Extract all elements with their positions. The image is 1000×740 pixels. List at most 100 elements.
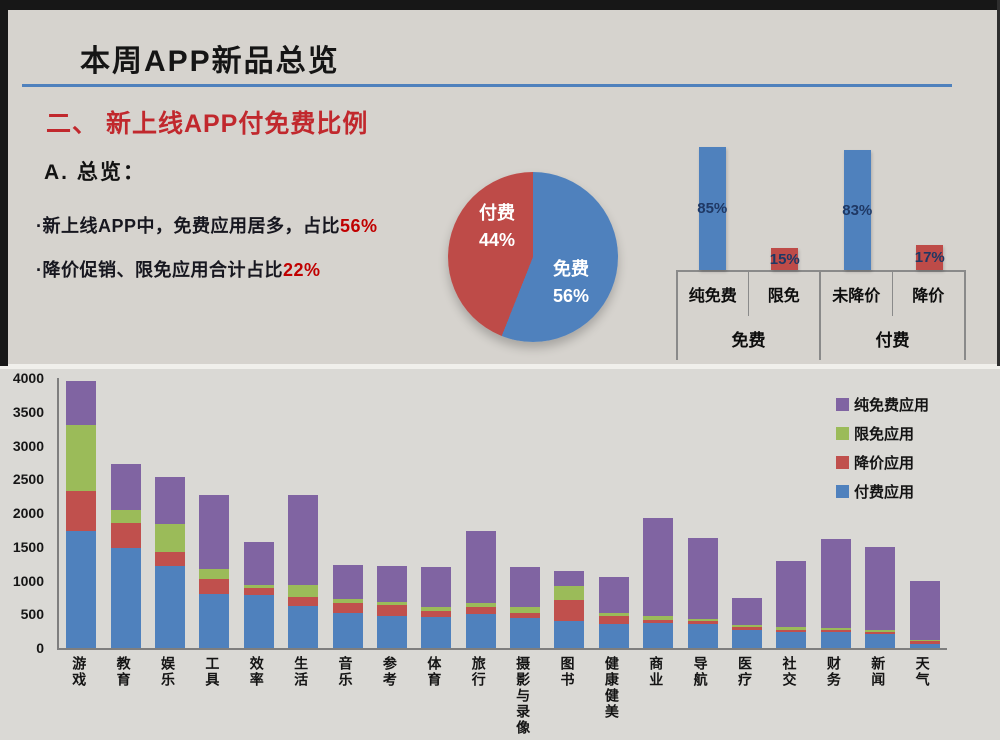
axis-group-付费: 未降价 降价 付费	[821, 272, 966, 360]
segment-降价应用	[376, 605, 407, 617]
segment-限免应用	[687, 619, 718, 622]
segment-降价应用	[687, 621, 718, 625]
segment-限免应用	[288, 585, 319, 597]
stacked-bar-音乐	[332, 564, 363, 648]
segment-限免应用	[732, 625, 763, 628]
x-category-text: 效率	[248, 656, 265, 688]
legend-item-付费应用: 付费应用	[836, 483, 929, 501]
segment-降价应用	[820, 629, 851, 632]
segment-纯免费应用	[110, 464, 141, 510]
section-divider	[0, 364, 1000, 369]
segment-降价应用	[332, 602, 363, 613]
legend-swatch	[836, 427, 849, 440]
segment-纯免费应用	[643, 517, 674, 616]
pie-label-paid-name: 付费	[479, 203, 515, 223]
segment-降价应用	[909, 640, 940, 644]
segment-降价应用	[732, 627, 763, 631]
x-category-text: 旅行	[470, 656, 487, 688]
segment-付费应用	[199, 594, 230, 648]
x-category-label-效率: 效率	[242, 656, 272, 736]
category-row: 纯免费 限免	[678, 272, 819, 316]
category-label-未降价: 未降价	[821, 272, 893, 316]
segment-降价应用	[865, 631, 896, 634]
grouped-bar-axis: 纯免费 限免 免费 未降价 降价 付费	[676, 270, 966, 360]
x-category-text: 生活	[293, 656, 310, 688]
stacked-bar-财务	[820, 539, 851, 648]
x-category-label-医疗: 医疗	[730, 656, 760, 736]
stacked-bar-医疗	[732, 597, 763, 648]
legend-item-纯免费应用: 纯免费应用	[836, 396, 929, 414]
stacked-bar-新闻	[865, 547, 896, 648]
overview-label: A. 总览：	[44, 161, 146, 184]
segment-纯免费应用	[243, 541, 274, 585]
group-label-免费: 免费	[731, 330, 766, 350]
segment-限免应用	[909, 639, 940, 641]
bullet-highlight: 56%	[340, 216, 378, 236]
segment-付费应用	[110, 548, 141, 648]
segment-限免应用	[554, 586, 585, 600]
segment-降价应用	[598, 616, 629, 625]
stacked-bar-生活	[288, 495, 319, 648]
bullet-discount-share: ·降价促销、限免应用合计占比22%	[36, 256, 321, 282]
x-category-text: 游戏	[71, 656, 88, 688]
pie-label-free-pct: 56%	[552, 286, 590, 306]
segment-降价应用	[510, 613, 541, 619]
x-category-label-财务: 财务	[819, 656, 849, 736]
y-tick-label: 1000	[12, 573, 44, 589]
stacked-bar-天气	[909, 580, 940, 648]
bullet-text: ·新上线APP中，免费应用居多，占比	[36, 216, 341, 236]
legend-item-降价应用: 降价应用	[836, 454, 929, 472]
segment-限免应用	[243, 584, 274, 588]
section-heading: 二、 新上线APP付免费比例	[46, 110, 369, 138]
group-label-付费: 付费	[875, 330, 910, 350]
x-category-text: 天气	[914, 656, 931, 688]
pie-label-free: 免费 56%	[538, 256, 604, 310]
pie-chart	[448, 172, 618, 342]
y-tick-label: 2000	[12, 505, 44, 521]
segment-限免应用	[643, 615, 674, 620]
stacked-bar-旅行	[465, 531, 496, 648]
bar-slot-未降价: 83%	[821, 150, 894, 270]
segment-纯免费应用	[332, 564, 363, 599]
segment-付费应用	[66, 531, 97, 648]
title-underline	[22, 84, 952, 87]
segment-付费应用	[598, 624, 629, 648]
x-category-label-天气: 天气	[908, 656, 938, 736]
axis-group-免费: 纯免费 限免 免费	[676, 272, 821, 360]
segment-限免应用	[154, 524, 185, 553]
bar-value-label: 83%	[842, 201, 873, 219]
bar-降价: 17%	[915, 245, 945, 270]
segment-付费应用	[288, 606, 319, 648]
legend-label: 降价应用	[854, 455, 915, 472]
x-category-label-新闻: 新闻	[863, 656, 893, 736]
frame-right-edge	[997, 0, 1000, 366]
x-category-text: 财务	[825, 656, 842, 688]
segment-限免应用	[110, 509, 141, 524]
segment-付费应用	[510, 618, 541, 648]
segment-付费应用	[332, 612, 363, 648]
x-category-text: 健康健美	[603, 656, 620, 720]
stacked-bar-工具	[199, 494, 230, 648]
frame-top-edge	[0, 0, 1000, 10]
bullet-text: ·降价促销、限免应用合计占比	[36, 260, 283, 280]
stacked-bar-游戏	[66, 381, 97, 648]
segment-付费应用	[154, 565, 185, 648]
grouped-bar-plot: 85% 15% 83% 17%	[676, 145, 966, 270]
segment-降价应用	[199, 579, 230, 594]
stacked-bar-健康健美	[598, 577, 629, 648]
pie-label-free-name: 免费	[553, 259, 589, 279]
stacked-bar-社交	[776, 560, 807, 648]
x-category-text: 工具	[204, 656, 221, 688]
stacked-bar-效率	[243, 541, 274, 648]
segment-纯免费应用	[421, 566, 452, 608]
stacked-bar-参考	[376, 566, 407, 648]
segment-限免应用	[66, 425, 97, 492]
y-tick-label: 500	[20, 606, 44, 622]
bullet-free-share: ·新上线APP中，免费应用居多，占比56%	[36, 212, 378, 238]
x-category-text: 教育	[115, 656, 132, 688]
stacked-bar-导航	[687, 538, 718, 648]
x-category-label-娱乐: 娱乐	[153, 656, 183, 736]
x-category-label-商业: 商业	[641, 656, 671, 736]
legend-swatch	[836, 398, 849, 411]
